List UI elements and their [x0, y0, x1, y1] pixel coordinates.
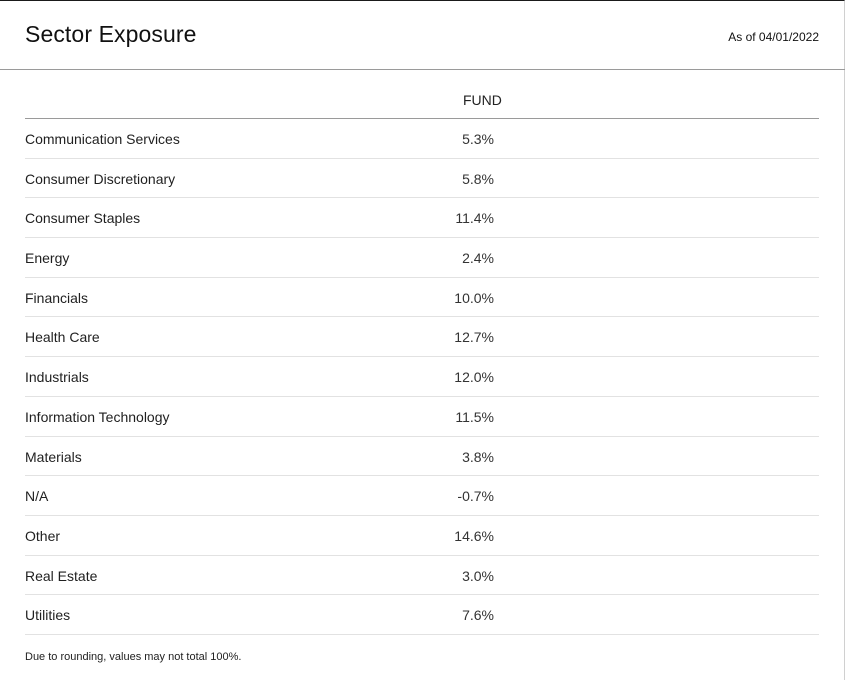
sector-name: Other	[25, 527, 61, 544]
column-header-fund: FUND	[463, 92, 502, 108]
sector-name: Health Care	[25, 329, 100, 346]
table-row: N/A -0.7%	[25, 476, 819, 516]
table-row: Consumer Discretionary 5.8%	[25, 159, 819, 199]
table-header: FUND	[25, 71, 819, 119]
sector-name: Real Estate	[25, 567, 98, 584]
sector-table: FUND Communication Services 5.3% Consumer …	[25, 71, 819, 635]
table-row: Energy 2.4%	[25, 238, 819, 278]
fund-value: 5.3%	[462, 131, 494, 147]
sector-name: Industrials	[25, 369, 89, 386]
table-row: Health Care 12.7%	[25, 317, 819, 358]
fund-value: 11.4%	[455, 210, 494, 227]
fund-value: 12.7%	[454, 329, 494, 346]
fund-value: 7.6%	[462, 607, 494, 624]
table-row: Materials 3.8%	[25, 437, 819, 477]
sector-name: Utilities	[25, 607, 71, 624]
page-title: Sector Exposure	[25, 21, 197, 47]
panel-header: Sector Exposure As of 04/01/2022	[0, 1, 845, 70]
as-of-date: As of 04/01/2022	[728, 30, 819, 44]
table-body: Communication Services 5.3% Consumer Discr…	[25, 119, 819, 635]
table-row: Industrials 12.0%	[25, 357, 819, 397]
table-row: Communication Services 5.3%	[25, 119, 819, 159]
fund-value: 10.0%	[454, 289, 494, 306]
table-row: Financials 10.0%	[25, 278, 819, 318]
sector-name: Information Technology	[25, 408, 170, 425]
fund-value: 11.5%	[455, 408, 494, 425]
fund-value: 3.0%	[462, 567, 494, 584]
fund-value: -0.7%	[457, 488, 494, 505]
table-row: Other 14.6%	[25, 516, 819, 556]
sector-name: Materials	[25, 448, 82, 465]
fund-value: 3.8%	[462, 448, 494, 465]
sector-name: Energy	[25, 250, 70, 267]
sector-name: Consumer Discretionary	[25, 170, 176, 187]
table-row: Utilities 7.6%	[25, 595, 819, 635]
fund-value: 5.8%	[462, 170, 494, 187]
footnote: Due to rounding, values may not total 10…	[25, 651, 242, 663]
sector-name: Consumer Staples	[25, 210, 141, 227]
sector-name: Communication Services	[25, 131, 180, 147]
table-row: Information Technology 11.5%	[25, 397, 819, 437]
fund-value: 14.6%	[454, 527, 494, 544]
fund-value: 2.4%	[462, 250, 494, 267]
table-row: Consumer Staples 11.4%	[25, 198, 819, 239]
table-row: Real Estate 3.0%	[25, 556, 819, 596]
sector-name: Financials	[25, 289, 89, 306]
sector-name: N/A	[25, 488, 49, 505]
fund-value: 12.0%	[454, 369, 494, 386]
